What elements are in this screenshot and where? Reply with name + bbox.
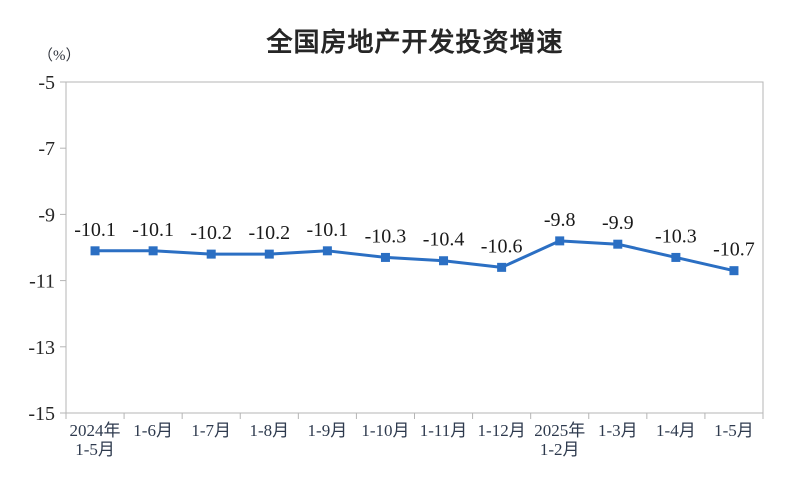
data-label: -10.2 xyxy=(248,222,290,244)
x-tick-label: 1-7月 xyxy=(191,421,231,440)
data-point-marker xyxy=(613,239,623,249)
data-point-marker xyxy=(90,246,100,256)
data-label: -9.8 xyxy=(544,209,576,231)
data-label: -10.7 xyxy=(713,239,755,261)
data-label: -10.6 xyxy=(481,235,523,257)
y-tick-label: -7 xyxy=(38,138,55,160)
data-line xyxy=(93,239,736,273)
x-tick-label: 2024年 1-5月 xyxy=(70,421,121,459)
data-point-marker xyxy=(148,246,158,256)
x-tick-label: 2025年 1-2月 xyxy=(534,421,585,459)
data-point-marker xyxy=(322,246,332,256)
x-tick-label: 1-6月 xyxy=(133,421,173,440)
y-axis-unit-label: （%） xyxy=(38,48,81,64)
data-label: -9.9 xyxy=(602,212,634,234)
x-tick-label: 1-10月 xyxy=(361,421,409,440)
data-label: -10.1 xyxy=(132,219,174,241)
data-label: -10.3 xyxy=(365,225,407,247)
x-tick-label: 1-5月 xyxy=(714,421,754,440)
data-label: -10.2 xyxy=(190,222,232,244)
y-tick-label: -13 xyxy=(28,337,55,359)
data-point-marker xyxy=(380,252,390,262)
y-tick-label: -15 xyxy=(28,403,55,425)
x-tick-label: 1-11月 xyxy=(420,421,468,440)
data-label: -10.1 xyxy=(307,219,349,241)
data-point-marker xyxy=(206,249,216,259)
y-tick-label: -9 xyxy=(38,204,55,226)
data-label: -10.1 xyxy=(74,219,116,241)
x-tick-label: 1-12月 xyxy=(478,421,526,440)
data-point-marker xyxy=(555,236,565,246)
plot-area-border xyxy=(65,81,764,414)
data-label: -10.3 xyxy=(655,225,697,247)
y-tick-label: -11 xyxy=(29,271,55,293)
data-point-marker xyxy=(439,256,449,266)
data-point-marker xyxy=(729,266,739,276)
x-tick-label: 1-4月 xyxy=(656,421,696,440)
data-label: -10.4 xyxy=(423,229,465,251)
data-point-marker xyxy=(671,252,681,262)
y-tick-label: -5 xyxy=(38,72,55,94)
chart-title: 全国房地产开发投资增速 xyxy=(266,27,564,57)
data-point-marker xyxy=(264,249,274,259)
x-tick-label: 1-3月 xyxy=(598,421,638,440)
data-point-marker xyxy=(497,262,507,272)
x-tick-label: 1-9月 xyxy=(308,421,348,440)
x-tick-label: 1-8月 xyxy=(249,421,289,440)
